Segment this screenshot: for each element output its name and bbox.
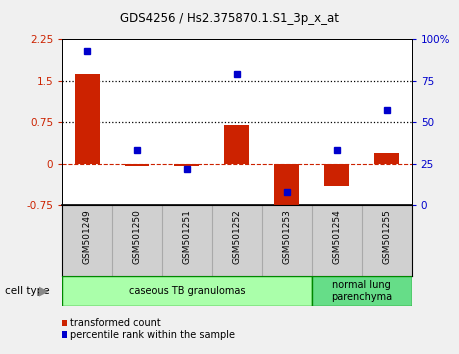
Bar xyxy=(62,276,311,306)
Text: GSM501254: GSM501254 xyxy=(331,209,341,264)
Text: GSM501250: GSM501250 xyxy=(132,209,141,264)
Text: GSM501253: GSM501253 xyxy=(282,209,291,264)
Bar xyxy=(311,276,411,306)
Text: ▶: ▶ xyxy=(39,285,48,298)
Text: normal lung
parenchyma: normal lung parenchyma xyxy=(330,280,392,302)
Bar xyxy=(274,164,299,211)
Bar xyxy=(74,74,99,164)
Bar xyxy=(324,164,348,186)
Bar xyxy=(174,164,199,166)
Text: GSM501251: GSM501251 xyxy=(182,209,191,264)
Text: transformed count: transformed count xyxy=(70,318,161,328)
Text: GSM501252: GSM501252 xyxy=(232,209,241,264)
Text: percentile rank within the sample: percentile rank within the sample xyxy=(70,330,235,339)
Text: GSM501249: GSM501249 xyxy=(83,209,91,264)
Text: GSM501255: GSM501255 xyxy=(381,209,390,264)
Text: cell type: cell type xyxy=(5,286,49,296)
Bar xyxy=(224,125,249,164)
Text: caseous TB granulomas: caseous TB granulomas xyxy=(129,286,245,296)
Bar xyxy=(374,153,398,164)
Bar xyxy=(124,164,149,166)
Text: GDS4256 / Hs2.375870.1.S1_3p_x_at: GDS4256 / Hs2.375870.1.S1_3p_x_at xyxy=(120,12,339,25)
